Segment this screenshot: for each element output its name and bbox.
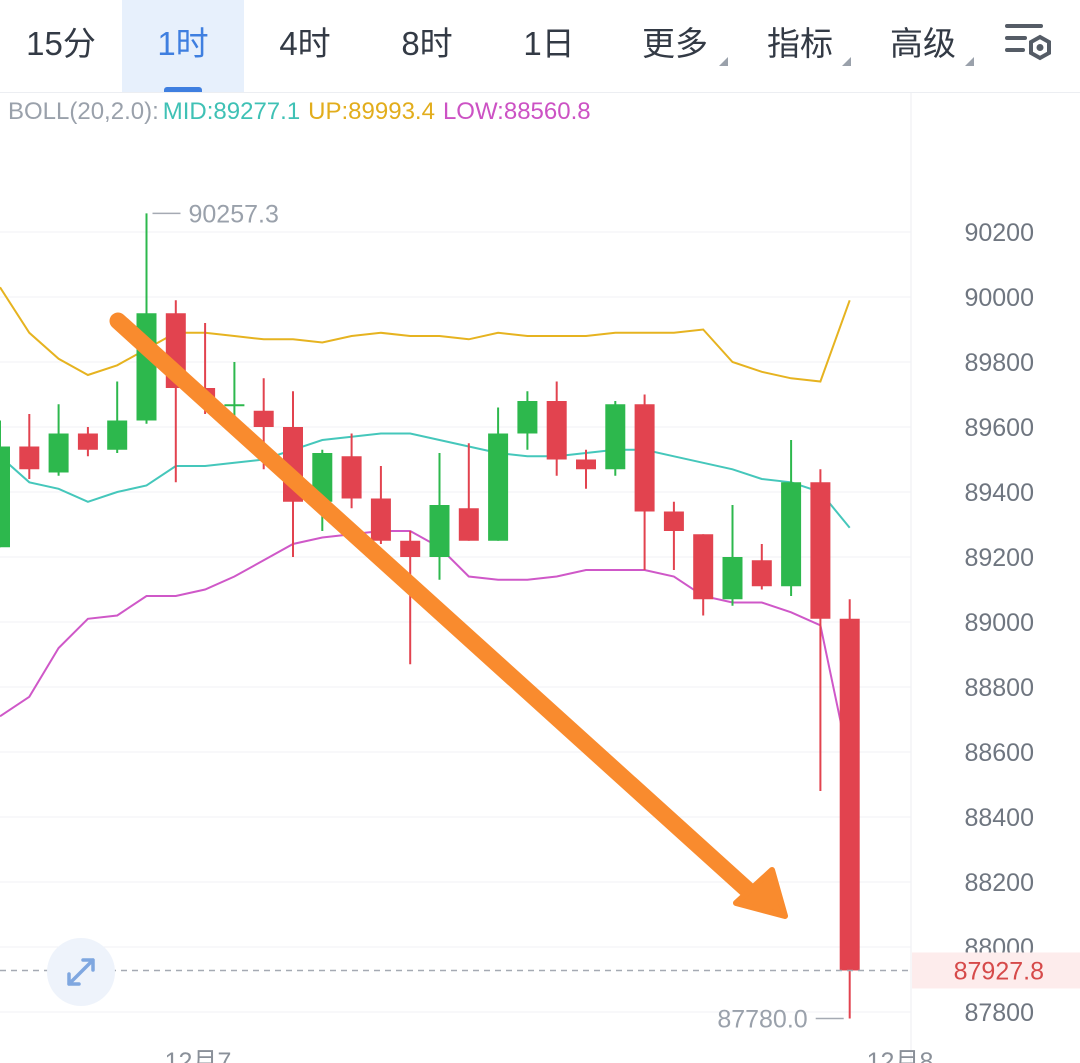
candle-body [48, 433, 69, 473]
candlestick-chart[interactable]: 90200 90000 89800 89600 89400 89200 89000 88800… [0, 92, 1080, 1063]
settings-icon[interactable] [1002, 20, 1058, 68]
expand-icon[interactable] [47, 938, 115, 1006]
candle-body [605, 404, 626, 470]
boll-up: UP:89993.4 [308, 98, 435, 125]
candle-body [488, 433, 509, 541]
candle-body [781, 482, 802, 587]
candle-body [751, 560, 772, 587]
candle-body [77, 433, 98, 450]
y-tick-label: 89800 [964, 349, 1034, 377]
last-price-label: 87927.8 [954, 957, 1044, 985]
y-tick-label: 90200 [964, 219, 1034, 247]
candle-body [722, 557, 743, 600]
dropdown-caret-icon [842, 57, 851, 66]
boll-mid-line [0, 432, 851, 529]
candle-body [576, 459, 596, 470]
y-tick-label: 88600 [964, 739, 1034, 767]
candle-body [663, 511, 684, 531]
x-tick-label: 12月7 [165, 1048, 232, 1063]
tab-label: 1日 [523, 25, 575, 62]
tab-more[interactable]: 更多 [620, 0, 730, 92]
tab-indicators[interactable]: 指标 [745, 0, 855, 92]
candle-body [107, 420, 128, 450]
dropdown-caret-icon [719, 57, 728, 66]
candle-body [839, 618, 860, 971]
candle-body [546, 401, 567, 460]
y-tick-label: 90000 [964, 284, 1034, 312]
low-price-label: 87780.0 [717, 1006, 807, 1034]
tab-1d[interactable]: 1日 [488, 0, 610, 92]
boll-mid: MID:89277.1 [162, 98, 301, 125]
timeframe-tabs: 15分 1时 4时 8时 1日 更多 指标 高级 [0, 0, 1080, 93]
trend-arrow-shaft [109, 312, 761, 903]
tab-label: 8时 [401, 25, 453, 62]
tab-1h[interactable]: 1时 [122, 0, 244, 92]
candle-body [400, 540, 421, 557]
tab-label: 1时 [157, 25, 209, 62]
y-tick-label: 88200 [964, 869, 1034, 897]
candle-body [253, 410, 274, 427]
candle-body [370, 498, 391, 541]
candle-body [312, 453, 333, 502]
candle-body [19, 446, 40, 470]
tab-8h[interactable]: 8时 [366, 0, 488, 92]
high-price-label: 90257.3 [189, 200, 279, 228]
active-tab-indicator [164, 87, 202, 92]
candle-body [0, 446, 10, 548]
tab-label: 4时 [279, 25, 331, 62]
tab-advanced[interactable]: 高级 [868, 0, 978, 92]
tab-label: 更多 [642, 25, 708, 62]
last-price-tag [912, 952, 1080, 989]
candle-body [429, 505, 450, 557]
y-tick-label: 87800 [964, 999, 1034, 1027]
y-tick-label: 88400 [964, 804, 1034, 832]
y-tick-label: 89200 [964, 544, 1034, 572]
tab-label: 高级 [890, 25, 956, 62]
candle-body [341, 456, 362, 499]
y-tick-label: 88800 [964, 674, 1034, 702]
y-tick-label: 89000 [964, 609, 1034, 637]
trend-arrow-head [733, 867, 788, 919]
candle-body [224, 404, 245, 407]
tab-15min[interactable]: 15分 [0, 0, 122, 92]
tab-label: 15分 [26, 25, 96, 62]
candle-body [458, 508, 479, 541]
boll-lower-line [0, 530, 851, 766]
tab-label: 指标 [767, 25, 833, 62]
x-tick-label: 12月8 [867, 1048, 934, 1063]
y-tick-label: 89600 [964, 414, 1034, 442]
candle-body [634, 404, 655, 512]
dropdown-caret-icon [965, 57, 974, 66]
y-tick-label: 89400 [964, 479, 1034, 507]
boll-legend: BOLL(20,2.0): MID:89277.1 UP:89993.4 LOW:88… [8, 98, 599, 126]
candle-body [693, 534, 714, 600]
boll-name: BOLL(20,2.0): [8, 98, 159, 125]
tab-4h[interactable]: 4时 [244, 0, 366, 92]
boll-low: LOW:88560.8 [442, 98, 591, 125]
candle-body [810, 482, 831, 619]
candle-body [517, 401, 538, 434]
